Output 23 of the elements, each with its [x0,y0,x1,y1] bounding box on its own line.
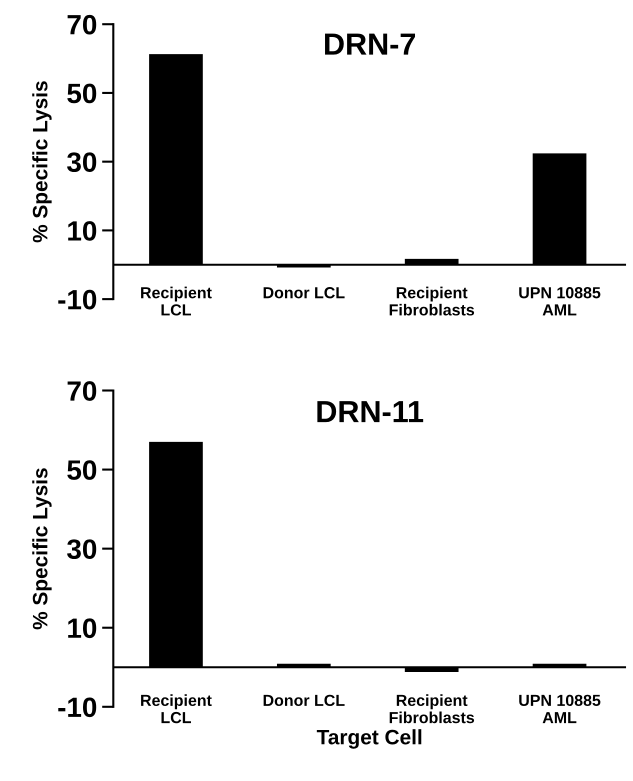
x-tick-label: UPN 10885 AML [519,694,600,724]
y-axis-title: % Specific Lysis [32,468,52,630]
x-tick-label: UPN 10885 AML [519,287,600,316]
y-tick-label: 50 [67,84,96,104]
x-tick-label: Recipient LCL [141,694,212,724]
x-tick-label: Recipient Fibroblasts [390,286,474,316]
y-tick-label: 10 [68,221,96,241]
x-tick-label: Donor LCL [264,287,345,298]
y-tick-label: 70 [68,14,96,35]
y-axis-title: % Specific Lysis [32,81,52,242]
x-tick-label: Recipient LCL [141,286,212,316]
y-tick-label: 50 [67,460,96,480]
y-tick-label: -10 [58,290,96,310]
x-axis-title: Target Cell [316,729,422,749]
y-tick-label: 70 [68,381,96,401]
y-tick-label: 30 [67,152,96,172]
y-tick-label: 30 [67,539,96,560]
x-tick-label: Recipient Fibroblasts [390,694,474,724]
y-tick-label: 10 [68,618,96,638]
chart-title: DRN-7 [325,34,416,55]
y-tick-label: -10 [58,697,96,718]
x-tick-label: Donor LCL [264,694,345,706]
chart-title: DRN-11 [317,401,424,422]
